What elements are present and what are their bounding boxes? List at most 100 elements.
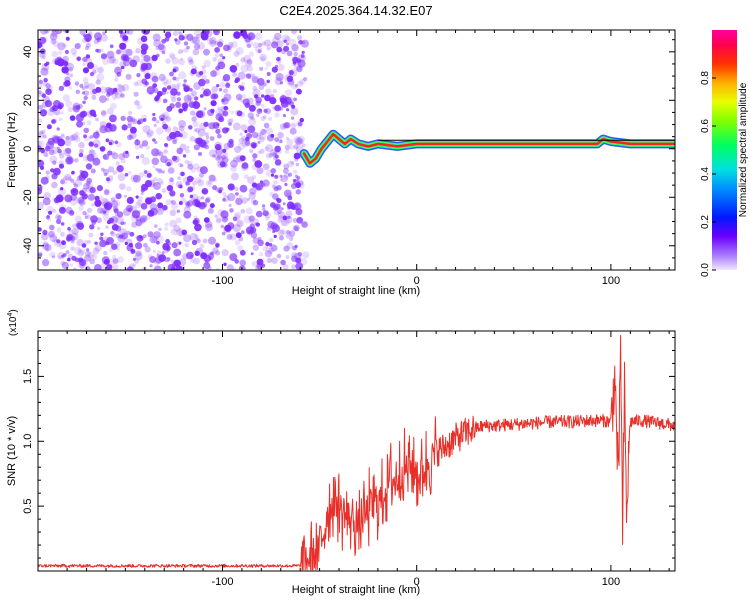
noise-point <box>106 177 110 182</box>
noise-point <box>255 264 263 270</box>
noise-point <box>126 115 133 122</box>
noise-point <box>269 97 277 105</box>
noise-point <box>286 242 294 249</box>
noise-point <box>261 41 267 46</box>
noise-point <box>248 192 256 200</box>
noise-point <box>210 70 217 78</box>
noise-point <box>100 167 105 172</box>
noise-point <box>39 130 44 135</box>
noise-point <box>198 71 204 76</box>
noise-point <box>213 30 218 34</box>
noise-point <box>301 50 305 55</box>
noise-point <box>87 240 91 244</box>
noise-point <box>80 110 88 118</box>
noise-point <box>131 210 140 219</box>
noise-point <box>151 54 158 62</box>
noise-point <box>225 106 229 111</box>
noise-point <box>292 169 298 174</box>
noise-point <box>83 135 91 142</box>
noise-point <box>90 168 96 174</box>
noise-point <box>222 56 226 60</box>
noise-point <box>49 234 58 242</box>
noise-point <box>275 72 284 82</box>
snr-scale-label: (x10 <box>8 316 19 336</box>
noise-point <box>52 160 57 165</box>
noise-point <box>271 257 278 264</box>
noise-point <box>109 44 114 49</box>
noise-point <box>279 139 283 143</box>
noise-point <box>139 144 144 149</box>
noise-point <box>157 202 164 209</box>
noise-point <box>144 214 151 221</box>
noise-point <box>100 110 107 116</box>
noise-point <box>65 135 70 141</box>
noise-point <box>283 163 290 170</box>
noise-point <box>205 223 213 232</box>
noise-point <box>132 257 136 261</box>
noise-point <box>79 30 87 36</box>
noise-point <box>76 222 85 230</box>
noise-point <box>91 203 95 207</box>
noise-point <box>82 67 90 74</box>
noise-point <box>114 77 119 82</box>
noise-point <box>276 137 283 144</box>
noise-point <box>204 132 209 137</box>
noise-point <box>135 195 139 199</box>
noise-point <box>208 174 216 182</box>
noise-point <box>209 149 218 158</box>
noise-point <box>173 259 181 267</box>
noise-point <box>160 255 164 259</box>
noise-point <box>186 33 194 42</box>
noise-point <box>121 83 130 92</box>
noise-point <box>57 148 62 154</box>
noise-point <box>223 93 232 102</box>
noise-point <box>70 189 74 193</box>
noise-point <box>243 55 252 63</box>
noise-point <box>121 53 128 61</box>
noise-point <box>79 30 87 36</box>
noise-point <box>215 244 219 248</box>
noise-point <box>83 82 90 88</box>
noise-point <box>142 30 150 35</box>
noise-point <box>44 244 52 252</box>
noise-point <box>97 66 104 74</box>
noise-point <box>282 263 289 270</box>
noise-point <box>120 65 125 70</box>
noise-point <box>268 242 273 247</box>
snr-scale-note: (x104) <box>7 309 19 336</box>
noise-point <box>105 201 113 209</box>
noise-point <box>38 82 43 89</box>
noise-point <box>43 152 49 158</box>
noise-point <box>193 257 200 265</box>
noise-point <box>128 171 132 175</box>
noise-point <box>126 230 131 235</box>
noise-point <box>272 151 277 156</box>
noise-point <box>58 50 63 55</box>
noise-point <box>81 121 86 126</box>
noise-point <box>127 134 133 141</box>
noise-point <box>102 154 108 160</box>
noise-point <box>183 84 191 92</box>
noise-point <box>83 95 88 101</box>
y-tick-label: -20 <box>22 189 34 205</box>
noise-point <box>96 241 100 245</box>
noise-point <box>201 189 205 194</box>
noise-point <box>126 196 134 204</box>
noise-point <box>297 80 304 87</box>
noise-point <box>42 229 48 235</box>
noise-point <box>286 78 295 87</box>
noise-point <box>193 128 197 132</box>
noise-point <box>252 86 258 91</box>
noise-point <box>297 252 303 257</box>
noise-point <box>257 140 261 144</box>
noise-point <box>125 30 130 34</box>
noise-point <box>179 143 187 151</box>
noise-point <box>271 244 278 252</box>
noise-point <box>215 128 221 134</box>
noise-point <box>104 125 112 133</box>
noise-point <box>249 115 254 120</box>
noise-point <box>287 160 295 168</box>
noise-point <box>64 80 71 87</box>
noise-point <box>298 40 303 45</box>
